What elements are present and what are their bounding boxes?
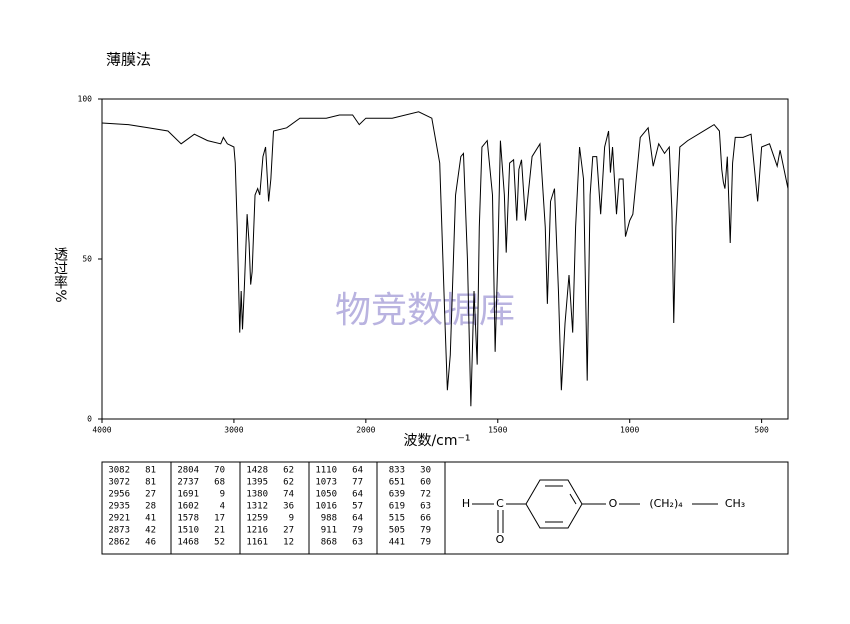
peak-wavenumber: 1428 xyxy=(246,466,268,476)
peak-transmittance: 70 xyxy=(214,466,225,476)
peak-transmittance: 17 xyxy=(214,514,225,524)
structure-labels: H C O O (CH₂)₄ CH₃ xyxy=(462,497,745,546)
peak-transmittance: 64 xyxy=(352,490,363,500)
peak-wavenumber: 2935 xyxy=(108,502,130,512)
peak-transmittance: 27 xyxy=(145,490,156,500)
peak-transmittance: 79 xyxy=(352,526,363,536)
peak-transmittance: 81 xyxy=(145,478,156,488)
x-tick-label: 4000 xyxy=(92,426,111,435)
peak-transmittance: 36 xyxy=(283,502,294,512)
peak-transmittance: 63 xyxy=(420,502,431,512)
peak-wavenumber: 911 xyxy=(321,526,337,536)
atom-label: C xyxy=(496,497,504,510)
x-tick-label: 2000 xyxy=(356,426,375,435)
peak-wavenumber: 2862 xyxy=(108,538,130,548)
peak-wavenumber: 515 xyxy=(389,514,405,524)
peak-transmittance: 64 xyxy=(352,466,363,476)
peak-transmittance: 60 xyxy=(420,478,431,488)
watermark: 物竞数据库 xyxy=(335,290,515,331)
peak-transmittance: 79 xyxy=(420,538,431,548)
peak-wavenumber: 1602 xyxy=(177,502,199,512)
peak-wavenumber: 651 xyxy=(389,478,405,488)
x-tick-label: 1000 xyxy=(620,426,639,435)
peak-transmittance: 12 xyxy=(283,538,294,548)
peak-transmittance: 72 xyxy=(420,490,431,500)
peak-wavenumber: 1073 xyxy=(315,478,337,488)
y-tick-label: 50 xyxy=(82,255,92,264)
peak-transmittance: 62 xyxy=(283,466,294,476)
chart-title: 薄膜法 xyxy=(106,51,151,69)
peak-transmittance: 81 xyxy=(145,466,156,476)
peak-transmittance: 42 xyxy=(145,526,156,536)
spectrum-line xyxy=(101,111,789,407)
peak-transmittance: 4 xyxy=(220,502,225,512)
peak-wavenumber: 1110 xyxy=(315,466,337,476)
peak-wavenumber: 1468 xyxy=(177,538,199,548)
x-tick-label: 500 xyxy=(754,426,769,435)
table-dividers xyxy=(170,462,446,554)
peak-wavenumber: 441 xyxy=(389,538,405,548)
peak-wavenumber: 1380 xyxy=(246,490,268,500)
peak-transmittance: 9 xyxy=(289,514,294,524)
atom-label: H xyxy=(462,497,470,510)
peak-transmittance: 9 xyxy=(220,490,225,500)
peak-wavenumber: 833 xyxy=(389,466,405,476)
peak-wavenumber: 3072 xyxy=(108,478,130,488)
group-label: CH₃ xyxy=(725,497,745,510)
peak-transmittance: 68 xyxy=(214,478,225,488)
peak-transmittance: 52 xyxy=(214,538,225,548)
peak-wavenumber: 1312 xyxy=(246,502,268,512)
peak-transmittance: 62 xyxy=(283,478,294,488)
peak-wavenumber: 2804 xyxy=(177,466,199,476)
peak-transmittance: 57 xyxy=(352,502,363,512)
atom-label: O xyxy=(609,497,618,510)
group-label: (CH₂)₄ xyxy=(649,497,683,510)
y-axis-label: 透过率% xyxy=(52,247,68,302)
peak-transmittance: 74 xyxy=(283,490,294,500)
peak-wavenumber: 619 xyxy=(389,502,405,512)
peak-wavenumber: 1510 xyxy=(177,526,199,536)
peak-wavenumber: 1259 xyxy=(246,514,268,524)
x-tick-label: 1500 xyxy=(488,426,507,435)
peak-transmittance: 46 xyxy=(145,538,156,548)
x-tick-label: 3000 xyxy=(224,426,243,435)
plot-frame xyxy=(101,98,789,420)
peak-transmittance: 27 xyxy=(283,526,294,536)
peak-wavenumber: 1161 xyxy=(246,538,268,548)
x-axis-label: 波数/cm⁻¹ xyxy=(403,433,470,449)
peak-wavenumber: 1395 xyxy=(246,478,268,488)
peak-wavenumber: 2921 xyxy=(108,514,130,524)
peak-transmittance: 30 xyxy=(420,466,431,476)
peak-transmittance: 64 xyxy=(352,514,363,524)
peak-wavenumber: 505 xyxy=(389,526,405,536)
atom-label: O xyxy=(496,533,505,546)
peak-transmittance: 77 xyxy=(352,478,363,488)
structure-bonds xyxy=(472,479,718,533)
peak-wavenumber: 1050 xyxy=(315,490,337,500)
y-tick-label: 100 xyxy=(78,95,93,104)
y-tick-label: 0 xyxy=(87,415,92,424)
peak-wavenumber: 868 xyxy=(321,538,337,548)
peak-wavenumber: 1016 xyxy=(315,502,337,512)
peak-transmittance: 28 xyxy=(145,502,156,512)
peak-transmittance: 21 xyxy=(214,526,225,536)
peak-wavenumber: 3082 xyxy=(108,466,130,476)
peak-transmittance: 41 xyxy=(145,514,156,524)
peak-wavenumber: 988 xyxy=(321,514,337,524)
peak-transmittance: 63 xyxy=(352,538,363,548)
peak-wavenumber: 2956 xyxy=(108,490,130,500)
peak-wavenumber: 1216 xyxy=(246,526,268,536)
peak-transmittance: 66 xyxy=(420,514,431,524)
peak-wavenumber: 2873 xyxy=(108,526,130,536)
peak-transmittance: 79 xyxy=(420,526,431,536)
peak-wavenumber: 1691 xyxy=(177,490,199,500)
peak-wavenumber: 639 xyxy=(389,490,405,500)
peak-wavenumber: 1578 xyxy=(177,514,199,524)
peak-wavenumber: 2737 xyxy=(177,478,199,488)
